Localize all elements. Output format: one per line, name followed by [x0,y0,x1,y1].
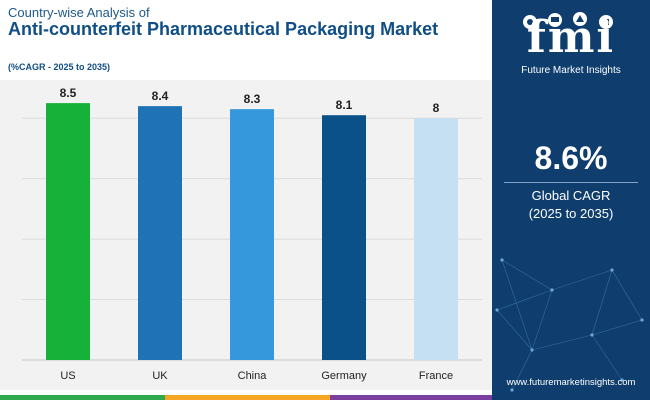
chart-area: 8.5 US 8.4 UK 8.3 China 8.1 Germany 8 France [0,80,492,390]
logo-text: fmi [526,12,616,63]
cagr-note: (%CAGR - 2025 to 2035) [8,62,111,72]
chart-header: Country-wise Analysis of Anti-counterfei… [0,0,492,80]
bar-germany [322,115,366,360]
x-tick-label: France [419,370,453,382]
stripe-segment [0,395,165,400]
bar-china [230,109,274,361]
global-cagr-period: (2025 to 2035) [528,206,614,221]
website-link[interactable]: www.futuremarketinsights.com [506,377,636,388]
bar-chart: 8.5 US 8.4 UK 8.3 China 8.1 Germany 8 France [22,86,482,382]
chart-subtitle: Country-wise Analysis of [8,5,150,20]
sidebar-panel: fmi Future Market Insights 8.6% Global C… [492,0,650,400]
network-graphic [495,258,644,392]
stripe-segment [165,395,330,400]
stat-divider [504,182,638,183]
stripe-segment [330,395,492,400]
logo-subtitle: Future Market Insights [521,65,621,76]
global-cagr-label: Global CAGR [531,188,611,203]
data-label: 8 [433,101,440,115]
global-cagr-value: 8.6% [534,140,608,176]
data-label: 8.5 [60,86,77,100]
x-tick-label: US [60,370,75,382]
bar-uk [138,106,182,360]
bar-us [46,103,90,360]
x-tick-label: UK [152,370,168,382]
data-label: 8.4 [152,89,169,103]
data-label: 8.3 [244,92,261,106]
x-tick-label: China [238,370,268,382]
x-tick-label: Germany [321,370,367,382]
chart-title: Anti-counterfeit Pharmaceutical Packagin… [8,19,439,39]
bar-france [414,118,458,360]
logo-icons [523,12,613,29]
data-label: 8.1 [336,98,353,112]
